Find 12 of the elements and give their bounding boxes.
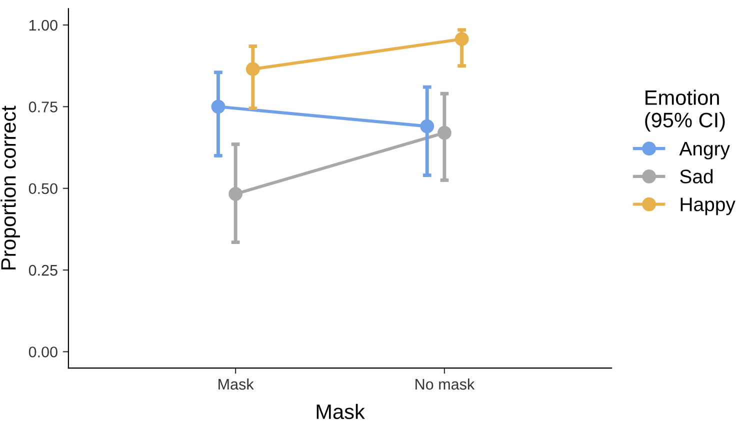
legend-title: Emotion (95% CI)	[645, 90, 725, 132]
x-axis-title: Mask	[316, 404, 365, 420]
y-tick-label: 0.25	[28, 264, 58, 276]
legend-label: Sad	[680, 169, 713, 184]
y-tick-label: 0.00	[28, 346, 58, 358]
y-tick-label: 0.75	[28, 102, 58, 112]
y-tick-label: 0.50	[28, 183, 58, 194]
y-axis-title: Proportion correct	[0, 106, 20, 270]
y-tick-label: 1.00	[29, 20, 58, 31]
legend-label: Happy	[680, 198, 736, 216]
x-tick-label: No mask	[416, 378, 475, 390]
legend-label: Angry	[679, 142, 730, 160]
